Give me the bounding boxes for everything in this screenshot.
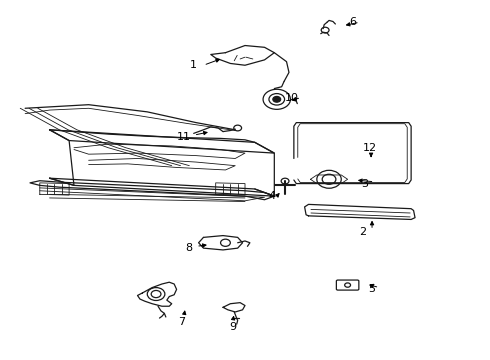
Text: 8: 8: [185, 243, 193, 253]
Circle shape: [273, 96, 281, 102]
Text: 1: 1: [190, 60, 197, 70]
Text: 5: 5: [368, 284, 375, 294]
Text: 6: 6: [349, 17, 356, 27]
Text: 11: 11: [177, 132, 191, 142]
Text: 7: 7: [178, 317, 185, 327]
Text: 4: 4: [269, 191, 275, 201]
Text: 9: 9: [229, 322, 236, 332]
Text: 3: 3: [361, 179, 368, 189]
Text: 12: 12: [363, 143, 377, 153]
Text: 10: 10: [284, 93, 298, 103]
Text: 2: 2: [359, 227, 366, 237]
